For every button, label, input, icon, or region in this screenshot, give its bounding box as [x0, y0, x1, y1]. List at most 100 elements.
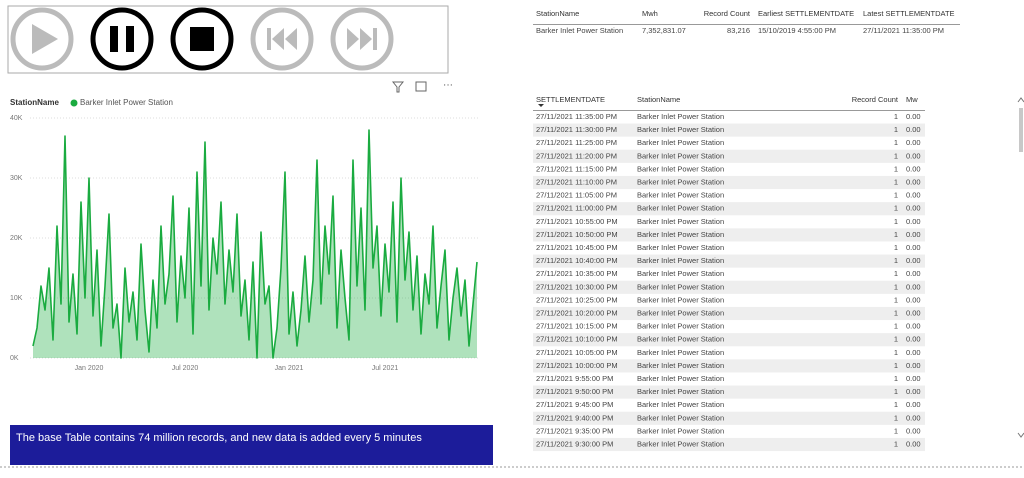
table-cell: 27/11/2021 11:35:00 PM [536, 112, 617, 121]
column-header: Record Count [704, 9, 751, 18]
table-cell: Barker Inlet Power Station [637, 125, 724, 134]
table-cell: Barker Inlet Power Station [637, 400, 724, 409]
table-cell: 1 [894, 335, 898, 344]
table-cell: 27/11/2021 11:10:00 PM [536, 177, 617, 186]
table-cell: 1 [894, 191, 898, 200]
table-cell: Barker Inlet Power Station [637, 230, 724, 239]
scrollbar[interactable] [1017, 97, 1024, 438]
table-cell: 0.00 [906, 439, 921, 448]
table-cell: Barker Inlet Power Station [637, 361, 724, 370]
table-cell: 27/11/2021 10:00:00 PM [536, 361, 618, 370]
table-cell: 0.00 [906, 256, 921, 265]
row-stripe [533, 175, 925, 190]
table-cell: 0.00 [906, 400, 921, 409]
table-cell: 0.00 [906, 138, 921, 147]
y-tick-label: 20K [10, 235, 23, 242]
legend-label: Barker Inlet Power Station [80, 98, 173, 107]
y-tick-label: 40K [10, 115, 23, 122]
table-cell: 0.00 [906, 308, 921, 317]
x-tick-label: Jan 2020 [75, 365, 104, 372]
table-cell: Barker Inlet Power Station [637, 151, 724, 160]
table-cell: Barker Inlet Power Station [637, 217, 724, 226]
focus-icon[interactable] [415, 81, 427, 92]
table-cell: 27/11/2021 10:05:00 PM [536, 348, 618, 357]
table-cell: Barker Inlet Power Station [637, 295, 724, 304]
table-cell: Barker Inlet Power Station [637, 413, 724, 422]
table-cell: 0.00 [906, 361, 921, 370]
row-stripe [533, 149, 925, 163]
table-cell: 0.00 [906, 322, 921, 331]
previous-button[interactable] [250, 7, 314, 71]
table-cell: 0.00 [906, 151, 921, 160]
next-button[interactable] [330, 7, 394, 71]
table-cell: Barker Inlet Power Station [637, 164, 724, 173]
table-cell: 27/11/2021 10:50:00 PM [536, 230, 618, 239]
column-header: StationName [536, 9, 579, 18]
table-cell: 1 [894, 348, 898, 357]
playback-controls [7, 5, 449, 74]
table-cell: 27/11/2021 11:25:00 PM [536, 138, 617, 147]
table-cell: 1 [894, 125, 898, 134]
table-cell: 0.00 [906, 243, 921, 252]
table-cell: 27/11/2021 10:30:00 PM [536, 282, 618, 291]
row-stripe [533, 254, 925, 268]
table-cell: 0.00 [906, 335, 921, 344]
table-cell: 1 [894, 295, 898, 304]
row-stripe [533, 359, 925, 373]
table-cell: Barker Inlet Power Station [536, 26, 623, 35]
table-cell: 27/11/2021 11:35:00 PM [863, 26, 944, 35]
play-button[interactable] [10, 7, 74, 71]
table-cell: 1 [894, 177, 898, 186]
table-cell: 27/11/2021 11:00:00 PM [536, 204, 617, 213]
table-cell: Barker Inlet Power Station [637, 256, 724, 265]
table-cell: Barker Inlet Power Station [637, 308, 724, 317]
row-stripe [533, 306, 925, 321]
table-cell: 27/11/2021 9:40:00 PM [536, 413, 613, 422]
table-cell: 1 [894, 413, 898, 422]
y-tick-label: 10K [10, 295, 23, 302]
table-cell: Barker Inlet Power Station [637, 348, 724, 357]
line [32, 129, 478, 359]
table-cell: Barker Inlet Power Station [637, 335, 724, 344]
x-tick-label: Jul 2021 [372, 365, 399, 372]
table-cell: Barker Inlet Power Station [637, 387, 724, 396]
stop-button[interactable] [170, 7, 234, 71]
table-cell: 1 [894, 322, 898, 331]
table-cell: Barker Inlet Power Station [637, 374, 724, 383]
column-header: SETTLEMENTDATE [536, 95, 605, 104]
table-cell: 0.00 [906, 191, 921, 200]
table-cell: 1 [894, 282, 898, 291]
table-cell: 0.00 [906, 204, 921, 213]
pause-button[interactable] [90, 7, 154, 71]
table-cell: 1 [894, 387, 898, 396]
table-cell: 27/11/2021 11:20:00 PM [536, 151, 617, 160]
table-cell: 27/11/2021 10:25:00 PM [536, 295, 618, 304]
table-cell: 0.00 [906, 413, 921, 422]
table-cell: 0.00 [906, 387, 921, 396]
table-cell: Barker Inlet Power Station [637, 138, 724, 147]
column-header: Mw [906, 95, 918, 104]
filter-icon[interactable] [391, 81, 405, 93]
banner-box [10, 425, 493, 465]
y-tick-label: 0K [10, 355, 19, 362]
table-cell: 0.00 [906, 217, 921, 226]
table-cell: 15/10/2019 4:55:00 PM [758, 26, 836, 35]
table-cell: 27/11/2021 11:05:00 PM [536, 191, 617, 200]
legend-marker [70, 99, 78, 107]
row-stripe [533, 333, 925, 347]
table-cell: 1 [894, 138, 898, 147]
table-cell: Barker Inlet Power Station [637, 243, 724, 252]
table-cell: 27/11/2021 9:35:00 PM [536, 426, 613, 435]
table-cell: 0.00 [906, 348, 921, 357]
more-options-icon[interactable]: ··· [443, 80, 453, 91]
table-cell: 27/11/2021 10:10:00 PM [536, 335, 618, 344]
column-header: Latest SETTLEMENTDATE [863, 9, 955, 18]
table-cell: 0.00 [906, 177, 921, 186]
table-cell: 1 [894, 217, 898, 226]
table-cell: 27/11/2021 10:55:00 PM [536, 217, 618, 226]
table-cell: 1 [894, 204, 898, 213]
table-cell: 0.00 [906, 374, 921, 383]
column-header: Earliest SETTLEMENTDATE [758, 9, 854, 18]
table-cell: 0.00 [906, 269, 921, 278]
